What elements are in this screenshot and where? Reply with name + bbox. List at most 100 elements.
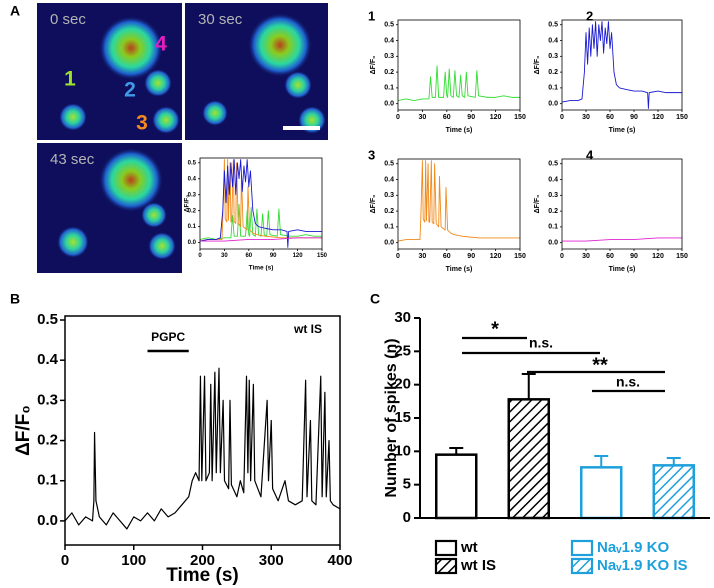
x-tick-label: 90: [270, 253, 277, 259]
y-tick-label: 0.4: [384, 176, 394, 183]
y-tick-label: 0.5: [384, 22, 394, 29]
panel-label: B: [10, 291, 20, 307]
y-tick-label: 0.5: [548, 22, 558, 29]
trace: [561, 21, 682, 109]
y-tick-label: 0.2: [548, 208, 558, 215]
chart-title: 3: [368, 147, 375, 162]
x-tick-label: 120: [293, 253, 304, 259]
y-tick-label: 15: [394, 409, 411, 426]
bar: [652, 464, 695, 520]
y-tick-label: 0.2: [37, 432, 58, 449]
plot-frame: [397, 158, 521, 250]
x-axis-label: Time (s): [609, 127, 636, 134]
timestamp: 43 sec: [50, 151, 95, 168]
y-tick-label: 20: [394, 376, 411, 393]
x-tick-label: 120: [652, 114, 664, 121]
y-tick-label: 0: [403, 509, 411, 526]
cell: [202, 100, 228, 126]
x-tick-label: 120: [490, 114, 502, 121]
x-tick-label: 0: [560, 114, 564, 121]
legend-swatch: [570, 557, 594, 575]
trace: [199, 159, 322, 248]
y-tick-label: 0.3: [548, 53, 558, 60]
cell-label: 1: [64, 68, 76, 91]
chart-title: 1: [368, 8, 375, 23]
x-tick-label: 120: [652, 253, 664, 260]
x-tick-label: 0: [560, 253, 564, 260]
legend-label: wt IS: [460, 557, 496, 574]
significance-label: **: [592, 354, 608, 376]
legend-label: wt: [460, 539, 478, 556]
cell: [99, 16, 163, 80]
cell-label: 2: [124, 79, 136, 102]
cell: [57, 226, 89, 258]
y-tick-label: 0.4: [548, 37, 558, 44]
plot-frame: [561, 19, 683, 111]
bar: [507, 398, 550, 520]
significance-label: n.s.: [529, 335, 553, 351]
x-tick-label: 100: [121, 552, 146, 569]
y-tick-label: 10: [394, 442, 411, 459]
y-tick-label: 0.1: [548, 85, 558, 92]
y-tick-label: 0.1: [188, 224, 197, 230]
trace: [199, 203, 322, 240]
y-tick-label: 0.1: [37, 472, 58, 489]
cell: [144, 69, 172, 97]
y-axis-label: ΔF/F₀: [534, 56, 541, 75]
x-tick-label: 150: [317, 253, 328, 259]
cell: [284, 71, 312, 99]
y-tick-label: 30: [394, 309, 411, 326]
plot-frame: [561, 158, 683, 250]
y-tick-label: 0.4: [548, 176, 558, 183]
y-axis-label: Number of spikes (n): [383, 338, 400, 497]
cell: [152, 106, 180, 134]
x-axis-label: Time (s): [249, 265, 274, 272]
legend-swatch: [570, 539, 594, 557]
micrographs: 0 sec 30 sec 43 sec: [37, 3, 328, 273]
legend-label: Naᵥ1.9 KO: [597, 539, 669, 556]
y-tick-label: 0.0: [188, 240, 197, 246]
y-tick-label: 0.5: [384, 161, 394, 168]
x-tick-label: 60: [606, 114, 614, 121]
y-tick-label: 0.3: [384, 192, 394, 199]
x-tick-label: 30: [582, 114, 590, 121]
cell: [141, 202, 167, 228]
trace: [200, 237, 322, 242]
significance-label: *: [491, 318, 499, 340]
x-axis-label: Time (s): [166, 565, 239, 586]
plot-frame: [397, 19, 521, 111]
y-tick-label: 0.2: [188, 208, 197, 214]
cell: [59, 103, 87, 131]
y-tick-label: 0.2: [384, 69, 394, 76]
cell: [248, 13, 312, 77]
x-tick-label: 60: [443, 114, 451, 121]
chart-title: 4: [586, 147, 594, 162]
cell: [99, 148, 163, 212]
y-tick-label: 0.3: [384, 53, 394, 60]
x-axis-label: Time (s): [609, 266, 636, 273]
y-tick-label: 0.0: [384, 101, 394, 108]
timestamp: 30 sec: [198, 11, 243, 28]
significance-label: n.s.: [616, 374, 640, 390]
x-tick-label: 150: [676, 253, 688, 260]
x-tick-label: 0: [61, 552, 69, 569]
y-tick-label: 0.5: [548, 161, 558, 168]
y-tick-label: 0.4: [384, 37, 394, 44]
x-tick-label: 300: [259, 552, 284, 569]
y-tick-label: 0.0: [548, 101, 558, 108]
x-tick-label: 0: [396, 253, 400, 260]
y-tick-label: 0.2: [548, 69, 558, 76]
trace: [64, 367, 341, 530]
x-tick-label: 30: [419, 253, 427, 260]
x-tick-label: 60: [443, 253, 451, 260]
y-tick-label: 0.0: [384, 240, 394, 247]
x-tick-label: 150: [514, 114, 526, 121]
y-tick-label: 0.5: [37, 311, 58, 328]
y-tick-label: 0.3: [37, 391, 58, 408]
annotation: PGPC: [151, 330, 185, 344]
x-axis-label: Time (s): [446, 127, 473, 134]
legend-swatch: [434, 557, 458, 575]
x-tick-label: 60: [245, 253, 252, 259]
y-axis-label: ΔF/F₀: [370, 195, 377, 214]
